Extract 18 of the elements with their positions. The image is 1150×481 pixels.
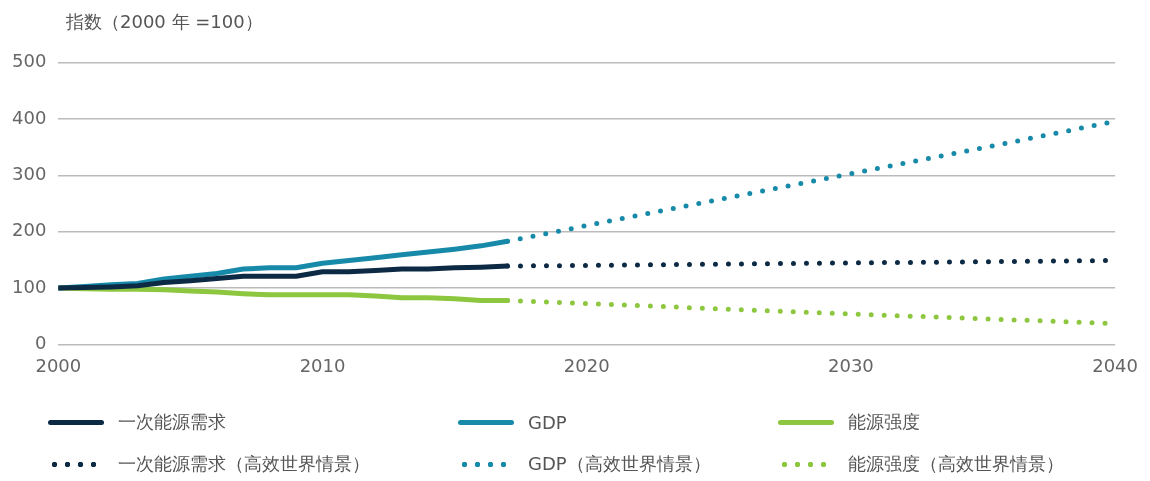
y-tick-label: 0 — [34, 332, 47, 354]
legend-label: GDP（高效世界情景） — [528, 452, 711, 476]
x-tick-label: 2040 — [1092, 354, 1138, 376]
legend-label: 一次能源需求（高效世界情景） — [118, 452, 370, 476]
y-tick-label: 200 — [12, 219, 47, 241]
legend-label: 能源强度 — [848, 410, 920, 434]
x-tick-label: 2030 — [828, 354, 874, 376]
y-tick-label: 300 — [12, 163, 47, 185]
legend-label: 能源强度（高效世界情景） — [848, 452, 1064, 476]
y-tick-label: 400 — [12, 106, 47, 128]
y-tick-label: 500 — [12, 50, 47, 72]
legend-label: 一次能源需求 — [118, 410, 226, 434]
x-tick-label: 2000 — [35, 354, 82, 376]
x-tick-label: 2010 — [299, 354, 346, 376]
x-tick-label: 2020 — [563, 354, 610, 376]
legend-label: GDP — [528, 411, 567, 433]
y-axis-title: 指数（2000 年 =100） — [66, 10, 263, 34]
y-tick-label: 100 — [12, 275, 47, 297]
